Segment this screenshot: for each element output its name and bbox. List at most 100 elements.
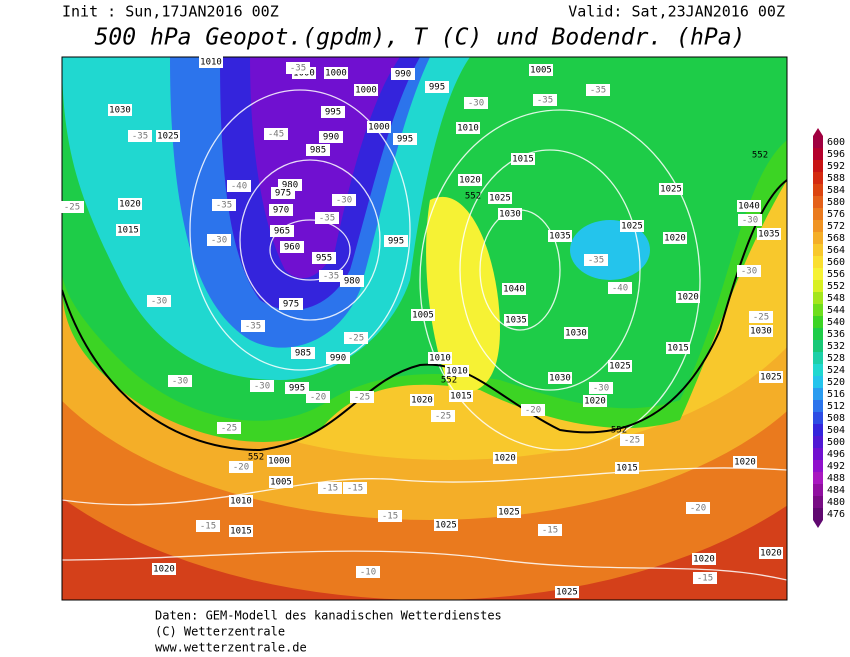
- temperature-label-box: [306, 391, 330, 403]
- colorbar-tick-label: 564: [827, 245, 845, 256]
- colorbar-tick-label: 524: [827, 365, 845, 376]
- temperature-label-group: -20: [686, 502, 710, 514]
- pressure-label: 960: [284, 243, 300, 253]
- map-frame: [61, 56, 788, 601]
- temperature-label-group: -15: [378, 510, 402, 522]
- pressure-label-box: [583, 395, 607, 407]
- pressure-label-group: 1030: [564, 327, 588, 339]
- temperature-label: -30: [172, 377, 188, 387]
- colorbar-box: [813, 328, 823, 340]
- pressure-label-box: [384, 235, 408, 247]
- pressure-label-group: 1020: [663, 232, 687, 244]
- pressure-label-group: 985: [306, 144, 330, 156]
- pressure-label: 1000: [325, 69, 347, 79]
- pressure-label: 1025: [621, 222, 643, 232]
- colorbar-box: [813, 268, 823, 280]
- pressure-label-box: [759, 547, 783, 559]
- pressure-label-group: 1030: [108, 104, 132, 116]
- colorbar-box: [813, 472, 823, 484]
- pressure-label-group: 1015: [116, 224, 140, 236]
- pressure-label-group: 990: [391, 68, 415, 80]
- colorbar-box: [813, 376, 823, 388]
- pressure-label-box: [321, 106, 345, 118]
- pressure-label-group: 1020: [759, 547, 783, 559]
- temperature-label-box: [464, 97, 488, 109]
- temperature-label-group: -35: [241, 320, 265, 332]
- pressure-label-box: [548, 230, 572, 242]
- colorbar-box: [813, 208, 823, 220]
- pressure-label-box: [116, 224, 140, 236]
- temperature-label-box: [608, 282, 632, 294]
- temperature-label-group: -20: [306, 391, 330, 403]
- pressure-label: 1030: [549, 374, 571, 384]
- pressure-label-box: [615, 462, 639, 474]
- temperature-label-box: [344, 332, 368, 344]
- pressure-label-box: [425, 81, 449, 93]
- temperature-label: -15: [347, 484, 363, 494]
- pressure-label-box: [269, 204, 293, 216]
- pressure-label: 1005: [270, 478, 292, 488]
- temperature-label-box: [343, 482, 367, 494]
- colorbar-box: [813, 424, 823, 436]
- pressure-label-box: [555, 586, 579, 598]
- pressure-label-group: 1020: [410, 394, 434, 406]
- pressure-label-group: 995: [384, 235, 408, 247]
- pressure-label-group: 970: [269, 204, 293, 216]
- temperature-label-group: -25: [749, 311, 773, 323]
- pressure-label-box: [271, 187, 295, 199]
- height-label-group: 552: [248, 453, 264, 463]
- colorbar-box: [813, 136, 823, 148]
- pressure-label: 1010: [230, 497, 252, 507]
- colorbar-tick-label: 532: [827, 341, 845, 352]
- pressure-label-box: [620, 220, 644, 232]
- colorbar-tick-label: 576: [827, 209, 845, 220]
- temperature-label: -15: [697, 574, 713, 584]
- colorbar-box: [813, 184, 823, 196]
- temperature-label-box: [227, 180, 251, 192]
- pressure-label: 995: [388, 237, 404, 247]
- pressure-label-group: 995: [321, 106, 345, 118]
- colorbar-box: [813, 388, 823, 400]
- pressure-label-group: 1030: [749, 325, 773, 337]
- pressure-label-group: 1010: [445, 365, 469, 377]
- pressure-label-box: [354, 84, 378, 96]
- pressure-label: 965: [274, 227, 290, 237]
- pressure-label: 1020: [664, 234, 686, 244]
- pressure-label-box: [411, 309, 435, 321]
- temperature-label-group: -30: [332, 194, 356, 206]
- pressure-label: 1015: [616, 464, 638, 474]
- pressure-label-box: [733, 456, 757, 468]
- temperature-label-box: [319, 270, 343, 282]
- temperature-label-group: -15: [196, 520, 220, 532]
- pressure-label: 1025: [660, 185, 682, 195]
- temperature-label-box: [60, 201, 84, 213]
- pressure-label: 1000: [355, 86, 377, 96]
- pressure-label-box: [488, 192, 512, 204]
- temperature-label: -25: [624, 436, 640, 446]
- pressure-label-group: 1025: [555, 586, 579, 598]
- colorbar-box: [813, 316, 823, 328]
- pressure-label-group: 1025: [759, 371, 783, 383]
- temperature-label: -15: [200, 522, 216, 532]
- temperature-label-box: [693, 572, 717, 584]
- colorbar-tick-label: 552: [827, 281, 845, 292]
- temperature-label-box: [128, 130, 152, 142]
- pressure-label: 1010: [457, 124, 479, 134]
- pressure-label: 995: [325, 108, 341, 118]
- temperature-label-group: -15: [343, 482, 367, 494]
- pressure-label-group: 955: [312, 252, 336, 264]
- temperature-label-group: -35: [319, 270, 343, 282]
- pressure-label-box: [270, 225, 294, 237]
- pressure-label: 995: [429, 83, 445, 93]
- temperature-label-group: -35: [586, 84, 610, 96]
- temperature-label-box: [686, 502, 710, 514]
- pressure-label-group: 1025: [497, 506, 521, 518]
- pressure-label: 1015: [667, 344, 689, 354]
- colorbar-tick-label: 496: [827, 449, 845, 460]
- pressure-label: 1025: [489, 194, 511, 204]
- temperature-label-box: [147, 295, 171, 307]
- pressure-label-box: [548, 372, 572, 384]
- pressure-label-group: 995: [425, 81, 449, 93]
- pressure-label: 975: [283, 300, 299, 310]
- pressure-label: 975: [275, 189, 291, 199]
